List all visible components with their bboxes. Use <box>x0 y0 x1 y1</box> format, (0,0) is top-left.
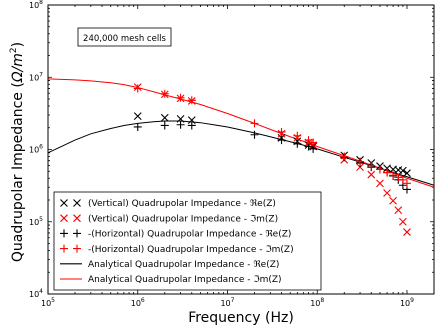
data-point-s0 <box>383 164 391 173</box>
data-point-s2 <box>187 121 196 130</box>
data-point-s3 <box>293 131 302 140</box>
legend-swatch-x-marker <box>73 214 81 223</box>
data-point-s3 <box>176 93 185 102</box>
legend-label: (Vertical) Quadrupolar Impedance - ℜe(Z) <box>88 199 276 209</box>
data-point-s0 <box>403 169 411 178</box>
data-point-s3 <box>160 89 169 98</box>
legend-swatch-plus-marker <box>73 244 81 253</box>
legend-swatch-x-marker <box>60 214 68 223</box>
plot-frame <box>47 4 435 295</box>
data-point-s1 <box>394 206 403 214</box>
data-point-s1 <box>376 179 384 188</box>
y-tick-label: 108 <box>29 0 43 10</box>
analytical-curves <box>47 78 435 188</box>
data-point-s1 <box>398 217 407 226</box>
x-tick-label: 105 <box>41 297 55 308</box>
simulation-markers <box>133 83 411 236</box>
data-point-s1 <box>389 196 397 205</box>
x-tick-label: 106 <box>131 297 145 308</box>
data-point-s2 <box>250 130 259 139</box>
data-point-s3 <box>277 127 286 136</box>
data-point-s3 <box>309 138 318 147</box>
data-point-s0 <box>187 116 196 125</box>
data-point-s0 <box>160 113 169 122</box>
y-axis-label: Quadrupolar Impedance (Ω/m2) <box>9 42 26 262</box>
data-point-s1 <box>356 163 364 172</box>
data-point-s0 <box>398 166 407 175</box>
data-point-s3 <box>398 175 407 184</box>
legend-box <box>53 191 322 291</box>
data-point-s2 <box>277 136 286 145</box>
y-tick-label: 106 <box>29 144 43 155</box>
x-axis-label: Frequency (Hz) <box>188 310 294 326</box>
data-point-s1 <box>367 170 376 179</box>
legend: (Vertical) Quadrupolar Impedance - ℜe(Z)… <box>53 191 322 291</box>
y-tick-label: 107 <box>29 71 43 82</box>
legend-label: Analytical Quadrupolar Impedance - ℜe(Z) <box>88 260 279 270</box>
legend-label: -(Horizontal) Quadrupolar Impedance - ℜe… <box>88 230 291 240</box>
data-point-s3 <box>187 96 196 105</box>
analytical-series-line-4 <box>47 120 435 186</box>
x-tick-label: 108 <box>310 297 324 308</box>
data-point-s3 <box>356 157 365 166</box>
data-point-s3 <box>383 168 392 177</box>
data-point-s3 <box>367 161 376 170</box>
data-point-s3 <box>133 84 142 93</box>
mesh-annotation: 240,000 mesh cells <box>77 27 172 47</box>
data-point-s3 <box>389 171 398 180</box>
data-point-s3 <box>304 136 313 145</box>
legend-swatch-plus-marker <box>60 244 68 253</box>
data-point-s3 <box>340 152 349 161</box>
data-point-s2 <box>293 139 302 148</box>
data-point-s3 <box>250 119 259 128</box>
data-point-s2 <box>133 122 142 131</box>
legend-label: -(Horizontal) Quadrupolar Impedance - ℑm… <box>88 245 294 255</box>
x-tick-label: 109 <box>400 297 414 308</box>
data-point-s0 <box>176 115 185 123</box>
data-point-s0 <box>133 112 142 120</box>
mesh-annotation-box <box>77 27 172 47</box>
legend-label: (Vertical) Quadrupolar Impedance - ℑm(Z) <box>88 214 278 224</box>
data-point-s1 <box>403 228 411 236</box>
legend-swatch-x-marker <box>60 199 68 207</box>
data-point-s2 <box>176 120 185 129</box>
data-point-s3 <box>394 173 403 182</box>
y-tick-label: 104 <box>29 288 43 299</box>
legend-label: Analytical Quadrupolar Impedance - ℑm(Z) <box>88 275 282 285</box>
legend-swatch-plus-marker <box>73 229 81 238</box>
legend-swatch-plus-marker <box>60 229 68 238</box>
analytical-series-line-5 <box>47 78 435 188</box>
mesh-annotation-text: 240,000 mesh cells <box>83 34 167 44</box>
legend-swatch-x-marker <box>73 199 81 207</box>
x-tick-label: 107 <box>220 297 234 308</box>
data-point-s3 <box>402 179 411 188</box>
data-point-s2 <box>160 121 169 130</box>
data-point-s1 <box>383 189 391 197</box>
data-point-s3 <box>375 165 384 174</box>
y-tick-label: 105 <box>29 216 43 227</box>
